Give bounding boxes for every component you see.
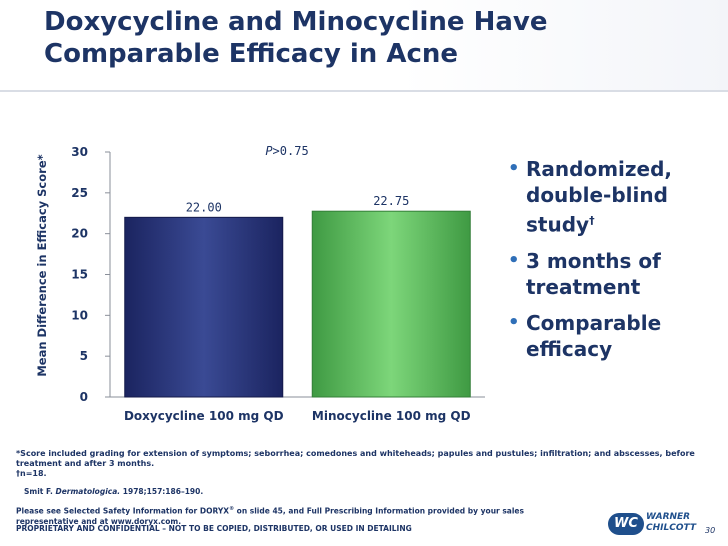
x-category-label: Minocycline 100 mg QD — [312, 409, 471, 423]
citation: Smit F. Dermatologica. 1978;157:186–190. — [24, 487, 203, 496]
y-tick-label: 0 — [80, 390, 88, 404]
bullet-text: Randomized, double-blind study — [526, 157, 673, 237]
y-tick-label: 10 — [71, 308, 88, 322]
p-value-annotation: P>0.75 — [265, 144, 308, 158]
warner-chilcott-logo: WC WARNER CHILCOTT — [608, 512, 704, 538]
bullet-text: Comparable efficacy — [526, 310, 662, 361]
x-category-label: Doxycycline 100 mg QD — [124, 409, 284, 423]
y-tick-label: 15 — [71, 268, 88, 282]
notice-text-2: on slide 45, and Full Prescribing Inform… — [16, 506, 524, 526]
logo-badge-icon: WC — [608, 513, 644, 535]
bullet-item: • 3 months of treatment — [506, 248, 720, 300]
slide-title-line-1: Doxycycline and Minocycline Have — [44, 7, 548, 37]
notice-text-1: Please see Selected Safety Information f… — [16, 506, 230, 516]
title-divider — [0, 90, 728, 92]
slide-title: Doxycycline and Minocycline Have Compara… — [44, 6, 704, 70]
page-number: 30 — [705, 526, 716, 535]
y-tick-label: 25 — [71, 186, 88, 200]
p-value-text: >0.75 — [273, 144, 309, 158]
safety-notice: Please see Selected Safety Information f… — [16, 504, 536, 527]
bar-minocycline — [311, 210, 471, 398]
confidential-notice: PROPRIETARY AND CONFIDENTIAL – NOT TO BE… — [16, 524, 412, 533]
bullet-item: • Comparable efficacy — [506, 310, 720, 362]
p-value-symbol: P — [265, 144, 273, 158]
logo-line-1: WARNER — [646, 512, 691, 522]
logo-wordmark: WARNER CHILCOTT — [646, 512, 706, 534]
score-footnote: *Score included grading for extension of… — [16, 449, 695, 468]
bullet-superscript: † — [589, 214, 595, 227]
bar-value-label: 22.75 — [373, 194, 409, 208]
citation-details: 1978;157:186–190. — [122, 487, 204, 496]
n-footnote: †n=18. — [16, 469, 47, 478]
y-tick-label: 5 — [80, 349, 88, 363]
logo-line-2: CHILCOTT — [646, 523, 696, 533]
bullet-text: 3 months of treatment — [526, 248, 661, 299]
bar-chart: 0 5 10 15 20 25 30 Mean Difference in Efficacy … — [35, 144, 485, 423]
y-axis-title: Mean Difference in Efficacy Score* — [35, 154, 49, 376]
y-tick-label: 20 — [71, 227, 88, 241]
bullet-item: • Randomized, double-blind study† — [506, 156, 720, 238]
bar-value-label: 22.00 — [186, 200, 222, 214]
bullet-dot-icon: • — [508, 311, 520, 333]
bullet-dot-icon: • — [508, 249, 520, 271]
registered-mark: ® — [229, 506, 235, 512]
citation-journal: Dermatologica. — [55, 487, 121, 496]
title-band — [0, 0, 728, 92]
slide-title-line-2: Comparable Efficacy in Acne — [44, 39, 459, 69]
y-tick-label: 30 — [71, 145, 88, 159]
bar-doxycycline — [124, 216, 284, 398]
bullet-list: • Randomized, double-blind study† • 3 mont… — [506, 156, 720, 372]
bullet-dot-icon: • — [508, 158, 520, 179]
citation-author: Smit F. — [24, 487, 53, 496]
